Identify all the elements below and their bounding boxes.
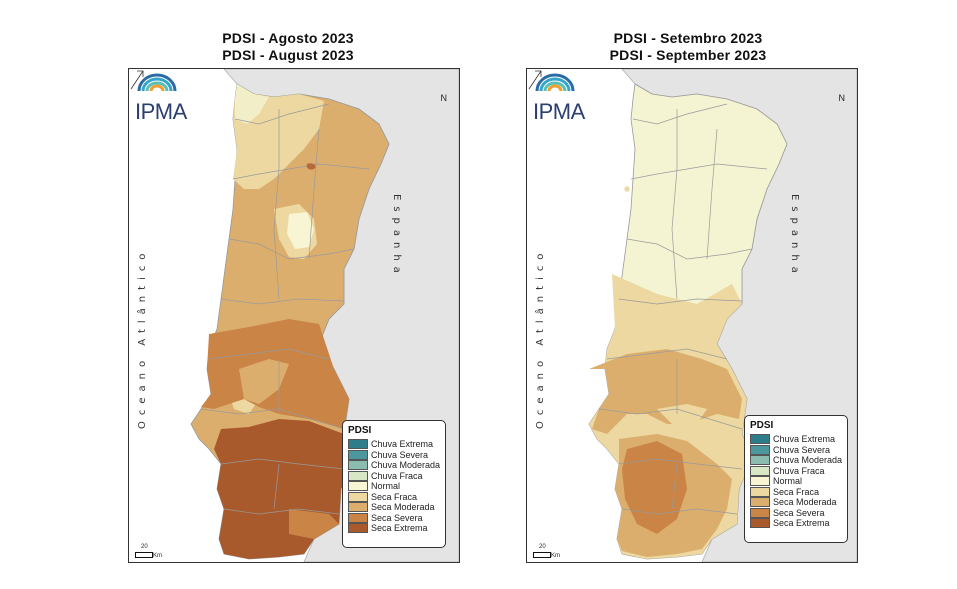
zone-seca-severa — [306, 163, 316, 170]
legend-swatch — [750, 476, 770, 487]
spain-label: Espanha — [391, 194, 402, 279]
legend-swatch — [750, 444, 770, 455]
legend-item: Seca Fraca — [750, 486, 842, 498]
legend-item: Chuva Extrema — [348, 439, 440, 450]
legend-label: Chuva Moderada — [773, 455, 843, 466]
spain-label: Espanha — [789, 194, 800, 279]
legend-rows: Chuva Extrema Chuva Severa Chuva Moderada C… — [348, 439, 440, 534]
legend-item: Normal — [348, 481, 440, 492]
legend-label: Chuva Moderada — [371, 460, 441, 471]
legend-label: Seca Fraca — [371, 491, 418, 502]
legend-label: Seca Severa — [371, 512, 423, 523]
legend-label: Chuva Severa — [371, 449, 429, 460]
legend-title: PDSI — [750, 420, 774, 431]
zone-normal — [235, 84, 269, 124]
legend-item: Chuva Fraca — [348, 470, 440, 482]
map-title-pt: PDSI - Agosto 2023 — [222, 30, 354, 46]
zone-seca-fraca — [239, 359, 289, 404]
north-label: N — [440, 93, 448, 103]
legend-label: Chuva Extrema — [773, 434, 836, 445]
legend-swatch — [348, 449, 368, 460]
legend-swatch — [348, 502, 368, 513]
zone-seca-fraca — [233, 94, 324, 189]
legend-title: PDSI — [348, 425, 372, 436]
legend-swatch — [750, 486, 770, 497]
legend-item: Seca Moderada — [348, 502, 440, 513]
legend-label: Normal — [371, 481, 401, 492]
legend-label: Seca Extrema — [773, 518, 830, 529]
zone-seca-fraca — [624, 186, 630, 192]
legend-swatch — [348, 460, 368, 471]
legend-swatch — [348, 491, 368, 502]
legend-label: Normal — [773, 476, 803, 487]
legend-item: Seca Fraca — [348, 491, 440, 503]
legend-item: Chuva Severa — [750, 444, 842, 456]
legend: PDSI Chuva Extrema Chuva Severa Chuva Mode… — [342, 420, 446, 548]
legend-label: Chuva Extrema — [371, 439, 434, 450]
scale-value: 20 — [141, 544, 148, 550]
ipma-logo-text: IPMA — [135, 99, 187, 124]
map-panel-august: PDSI - Agosto 2023 PDSI - August 2023 — [118, 30, 460, 563]
legend-swatch — [348, 512, 368, 523]
ocean-label: Oceano Atlântico — [137, 247, 148, 429]
legend-swatch — [750, 497, 770, 508]
scale-unit: Km — [551, 553, 560, 559]
legend-item: Chuva Extrema — [750, 434, 842, 445]
legend-label: Seca Moderada — [371, 502, 435, 513]
district-boundaries — [598, 103, 768, 515]
north-label: N — [838, 93, 846, 103]
zone-chuva-fraca — [287, 212, 314, 249]
scale-bar — [135, 552, 153, 558]
legend-item: Normal — [750, 476, 842, 487]
legend-label: Seca Extrema — [371, 523, 428, 534]
legend-swatch — [348, 470, 368, 481]
legend-item: Seca Extrema — [750, 518, 842, 529]
legend-swatch — [750, 518, 770, 529]
legend-swatch — [348, 523, 368, 534]
legend-label: Seca Severa — [773, 507, 825, 518]
ocean-label: Oceano Atlântico — [535, 247, 546, 429]
legend-swatch — [750, 507, 770, 518]
legend-swatch — [750, 465, 770, 476]
legend-item: Chuva Fraca — [750, 465, 842, 477]
legend-item: Chuva Moderada — [348, 460, 440, 471]
legend-label: Chuva Fraca — [773, 465, 825, 476]
ipma-logo-text: IPMA — [533, 99, 585, 124]
ipma-logo-icon — [137, 73, 177, 92]
zone-seca-severa — [622, 441, 687, 534]
legend-swatch — [348, 481, 368, 492]
scale-value: 20 — [539, 544, 546, 550]
zone-seca-severa — [289, 509, 339, 539]
legend-item: Seca Severa — [348, 512, 440, 524]
scale-bar — [533, 552, 551, 558]
legend-item: Chuva Moderada — [750, 455, 842, 466]
legend-swatch — [750, 455, 770, 466]
legend-item: Seca Moderada — [750, 497, 842, 508]
district-boundaries — [200, 103, 370, 515]
map-title-en: PDSI - August 2023 — [222, 47, 354, 63]
map-panel-september: PDSI - Setembro 2023 PDSI - September 20… — [518, 30, 858, 563]
legend-item: Seca Severa — [750, 507, 842, 519]
legend-label: Chuva Severa — [773, 444, 831, 455]
legend-rows: Chuva Extrema Chuva Severa Chuva Moderada C… — [750, 434, 842, 529]
north-arrow-icon — [528, 70, 542, 90]
legend-swatch — [348, 439, 368, 450]
scale-unit: Km — [153, 553, 162, 559]
map-title-en: PDSI - September 2023 — [609, 47, 767, 63]
ipma-logo-icon — [535, 73, 575, 92]
map-title-pt: PDSI - Setembro 2023 — [613, 30, 763, 46]
zone-seca-fraca — [657, 404, 707, 424]
north-arrow-icon — [130, 70, 144, 90]
legend-label: Seca Fraca — [773, 486, 820, 497]
legend: PDSI Chuva Extrema Chuva Severa Chuva Mode… — [744, 415, 848, 543]
legend-item: Seca Extrema — [348, 523, 440, 534]
legend-swatch — [750, 434, 770, 445]
legend-item: Chuva Severa — [348, 449, 440, 461]
legend-label: Chuva Fraca — [371, 470, 423, 481]
legend-label: Seca Moderada — [773, 497, 837, 508]
